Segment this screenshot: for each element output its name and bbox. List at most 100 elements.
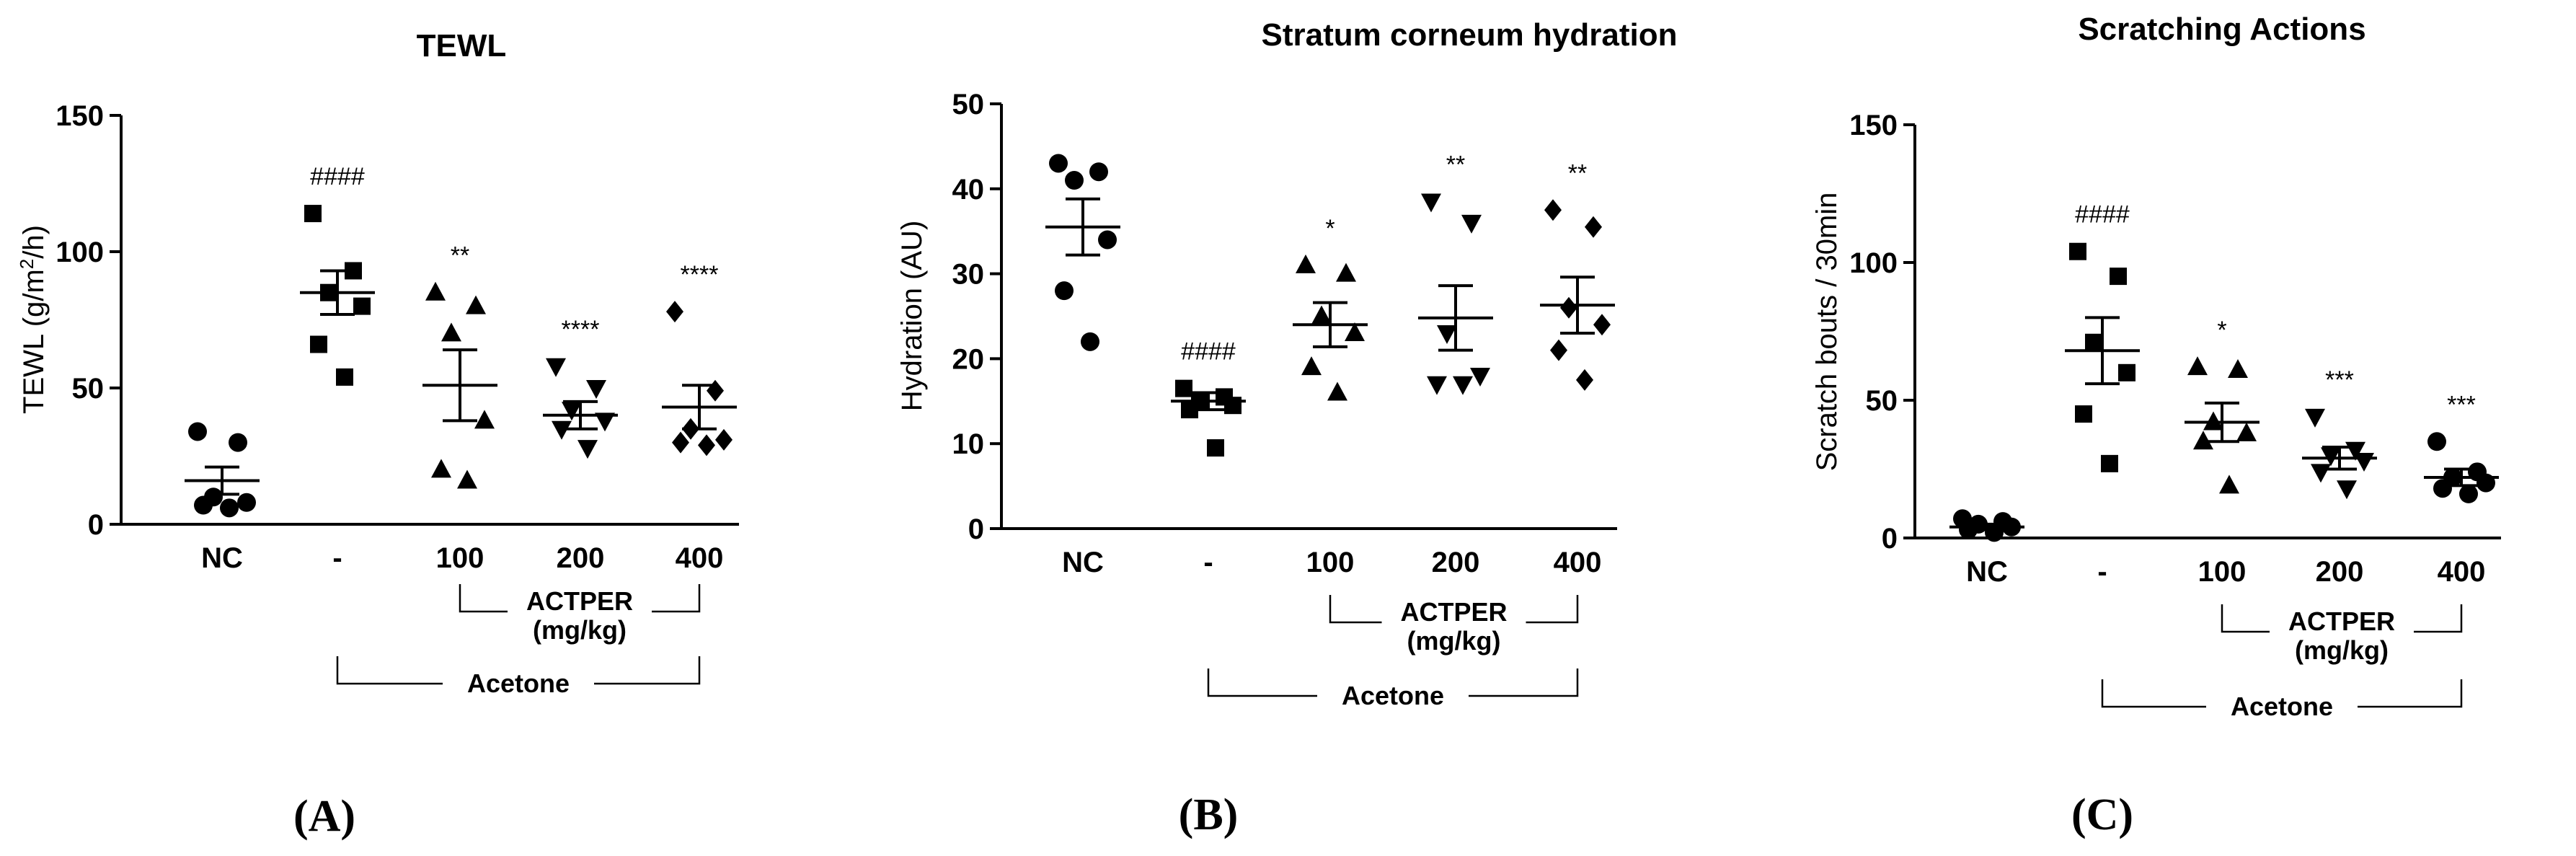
significance-annotation: #### — [310, 163, 365, 190]
data-point — [1049, 154, 1068, 173]
data-group — [1949, 509, 2024, 542]
significance-annotation: *** — [2447, 391, 2476, 418]
data-point — [2069, 242, 2086, 260]
significance-annotation: ** — [1446, 151, 1465, 178]
data-point — [1081, 332, 1099, 351]
data-point — [1544, 199, 1562, 221]
bracket-left-arm — [2101, 679, 2206, 708]
data-point — [2075, 405, 2092, 423]
y-tick-label: 100 — [1849, 247, 1898, 279]
x-category-label: 200 — [1432, 547, 1480, 578]
data-point — [2337, 480, 2357, 500]
x-category-label: NC — [1062, 547, 1104, 578]
bracket-left-arm — [1329, 595, 1382, 624]
data-point — [2110, 268, 2127, 286]
bracket-label: ACTPER — [2288, 606, 2395, 636]
data-point — [1336, 262, 1356, 282]
panel-label: (A) — [293, 792, 355, 841]
data-point — [194, 495, 213, 515]
x-category-label: 100 — [1306, 547, 1355, 578]
y-axis-label-text: Hydration (AU) — [896, 221, 928, 412]
significance-annotation: *** — [2325, 366, 2354, 394]
data-point — [1055, 281, 1074, 301]
data-group: ** — [1418, 151, 1493, 395]
panel-label: (C) — [2071, 790, 2133, 839]
data-point — [229, 433, 247, 452]
chart-panel-3: Scratching Actions 0 50 100 150 Scratch bouts… — [1811, 12, 2501, 839]
data-point — [336, 368, 353, 386]
bracket-left-arm — [336, 656, 443, 685]
x-category-label: 400 — [1554, 547, 1602, 578]
data-group: **** — [662, 261, 737, 456]
bracket-sublabel: (mg/kg) — [2295, 635, 2389, 665]
data-point — [188, 422, 207, 441]
x-category-label: - — [1203, 547, 1213, 578]
data-point — [1089, 162, 1108, 182]
group-bracket: ACTPER(mg/kg) — [2221, 604, 2463, 665]
data-point — [1327, 381, 1347, 401]
data-point — [1427, 376, 1447, 395]
data-point — [425, 281, 446, 301]
y-tick-label: 50 — [72, 373, 105, 405]
x-category-label: 100 — [436, 542, 484, 574]
y-tick-label: 40 — [952, 174, 985, 206]
x-category-label: 100 — [2198, 556, 2247, 588]
bracket-label: Acetone — [1342, 681, 1444, 710]
x-category-label: - — [332, 542, 342, 574]
data-point — [2236, 422, 2257, 441]
significance-annotation: #### — [1181, 338, 1236, 366]
data-point — [1437, 325, 1457, 345]
significance-annotation: ** — [451, 242, 469, 270]
data-point — [1311, 305, 1332, 325]
data-point — [1207, 439, 1224, 457]
y-tick-label: 100 — [56, 237, 104, 268]
y-tick-label: 150 — [56, 100, 104, 132]
significance-annotation: ** — [1568, 159, 1587, 187]
data-point — [2228, 358, 2248, 378]
data-point — [353, 297, 371, 315]
data-point — [586, 380, 606, 399]
data-point — [457, 469, 477, 489]
bracket-right-arm — [2358, 679, 2463, 708]
data-group: * — [1293, 215, 1368, 401]
data-point — [2427, 432, 2446, 451]
data-point — [1560, 296, 1577, 319]
data-point — [1065, 171, 1084, 190]
data-point — [666, 301, 683, 323]
data-point — [595, 412, 615, 432]
data-point — [1576, 369, 1593, 391]
data-point — [310, 335, 327, 353]
bracket-label: Acetone — [2231, 692, 2333, 721]
bracket-left-arm — [1207, 669, 1317, 697]
group-bracket: Acetone — [1207, 669, 1579, 710]
group-bracket: ACTPER(mg/kg) — [459, 584, 701, 645]
significance-annotation: **** — [681, 261, 719, 288]
data-group: **** — [543, 316, 618, 459]
chart-panel-2: Stratum corneum hydration 0 10 20 30 40 50 Hydr… — [896, 17, 1677, 839]
bracket-left-arm — [459, 584, 508, 613]
y-tick-label: 50 — [952, 89, 985, 120]
bracket-sublabel: (mg/kg) — [533, 615, 627, 645]
y-tick-label: 150 — [1849, 110, 1898, 141]
bracket-right-arm — [594, 656, 701, 685]
x-category-label: - — [2097, 556, 2107, 588]
data-point — [2187, 356, 2208, 376]
data-point — [2219, 475, 2239, 494]
data-point — [1585, 216, 1602, 238]
data-point — [1345, 322, 1365, 342]
y-tick-label: 0 — [968, 513, 984, 545]
data-point — [715, 428, 732, 451]
y-tick-label: 0 — [1882, 523, 1898, 555]
bracket-label: ACTPER — [526, 586, 633, 616]
y-tick-label: 0 — [88, 509, 104, 541]
data-point — [2101, 454, 2118, 472]
y-axis-label-superscript: 2 — [16, 259, 37, 269]
data-point — [577, 440, 598, 459]
y-axis-label-text: Scratch bouts / 30min — [1811, 193, 1843, 472]
data-point — [466, 295, 486, 314]
bracket-label: Acetone — [467, 669, 570, 698]
significance-annotation: #### — [2075, 201, 2130, 229]
chart-title: Stratum corneum hydration — [1262, 17, 1678, 53]
data-point — [1550, 339, 1567, 361]
data-group: *** — [2424, 391, 2499, 503]
